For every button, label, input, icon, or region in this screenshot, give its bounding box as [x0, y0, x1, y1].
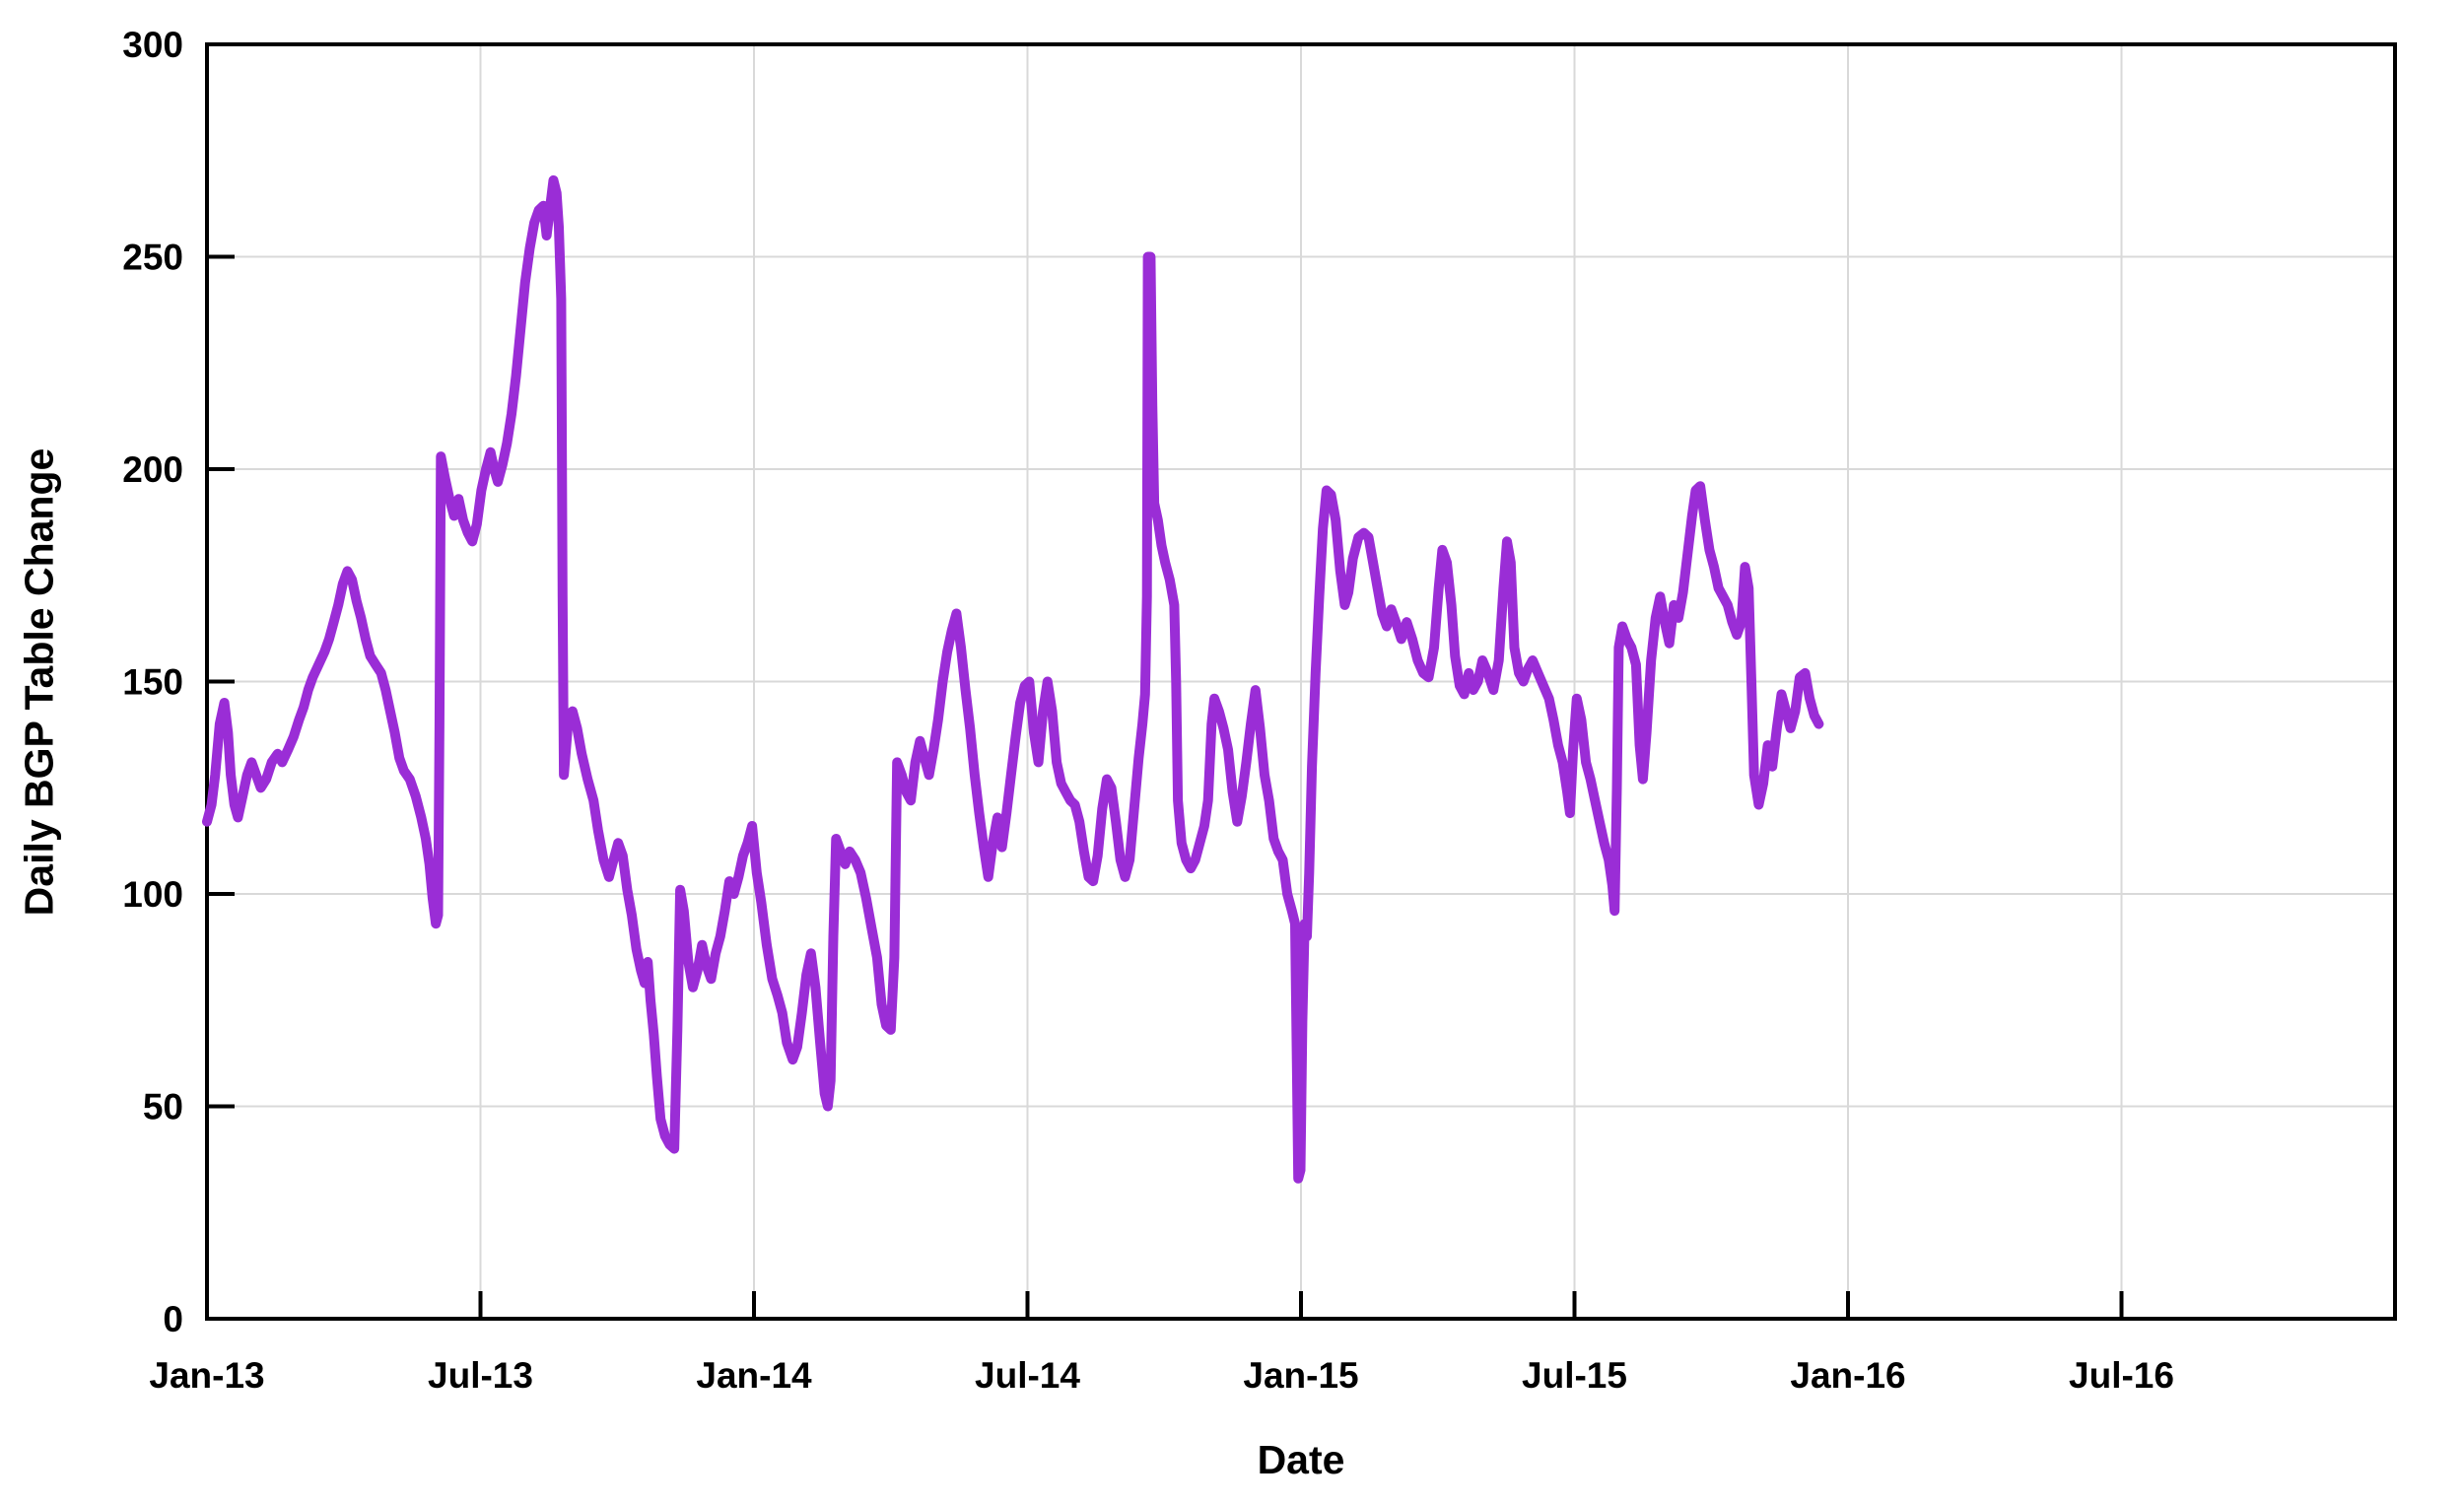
y-tick-label: 50 — [143, 1087, 183, 1128]
x-tick-label: Jul-16 — [2069, 1355, 2174, 1396]
y-tick-label: 0 — [163, 1299, 183, 1339]
x-tick-label: Jan-14 — [696, 1355, 812, 1396]
x-tick-label: Jul-13 — [428, 1355, 533, 1396]
y-axis-title: Daily BGP Table Change — [16, 447, 62, 917]
y-tick-label: 100 — [122, 874, 183, 915]
y-tick-label: 300 — [122, 25, 183, 65]
bgp-series-line — [202, 174, 1824, 1184]
y-tick-label: 200 — [122, 449, 183, 490]
x-tick-label: Jul-14 — [975, 1355, 1080, 1396]
x-tick-label: Jan-15 — [1243, 1355, 1358, 1396]
x-axis-title: Date — [1257, 1437, 1345, 1482]
y-tick-label: 250 — [122, 238, 183, 278]
x-tick-label: Jul-15 — [1522, 1355, 1627, 1396]
x-tick-label: Jan-13 — [149, 1355, 264, 1396]
x-tick-label: Jan-16 — [1790, 1355, 1905, 1396]
y-tick-label: 150 — [122, 662, 183, 703]
